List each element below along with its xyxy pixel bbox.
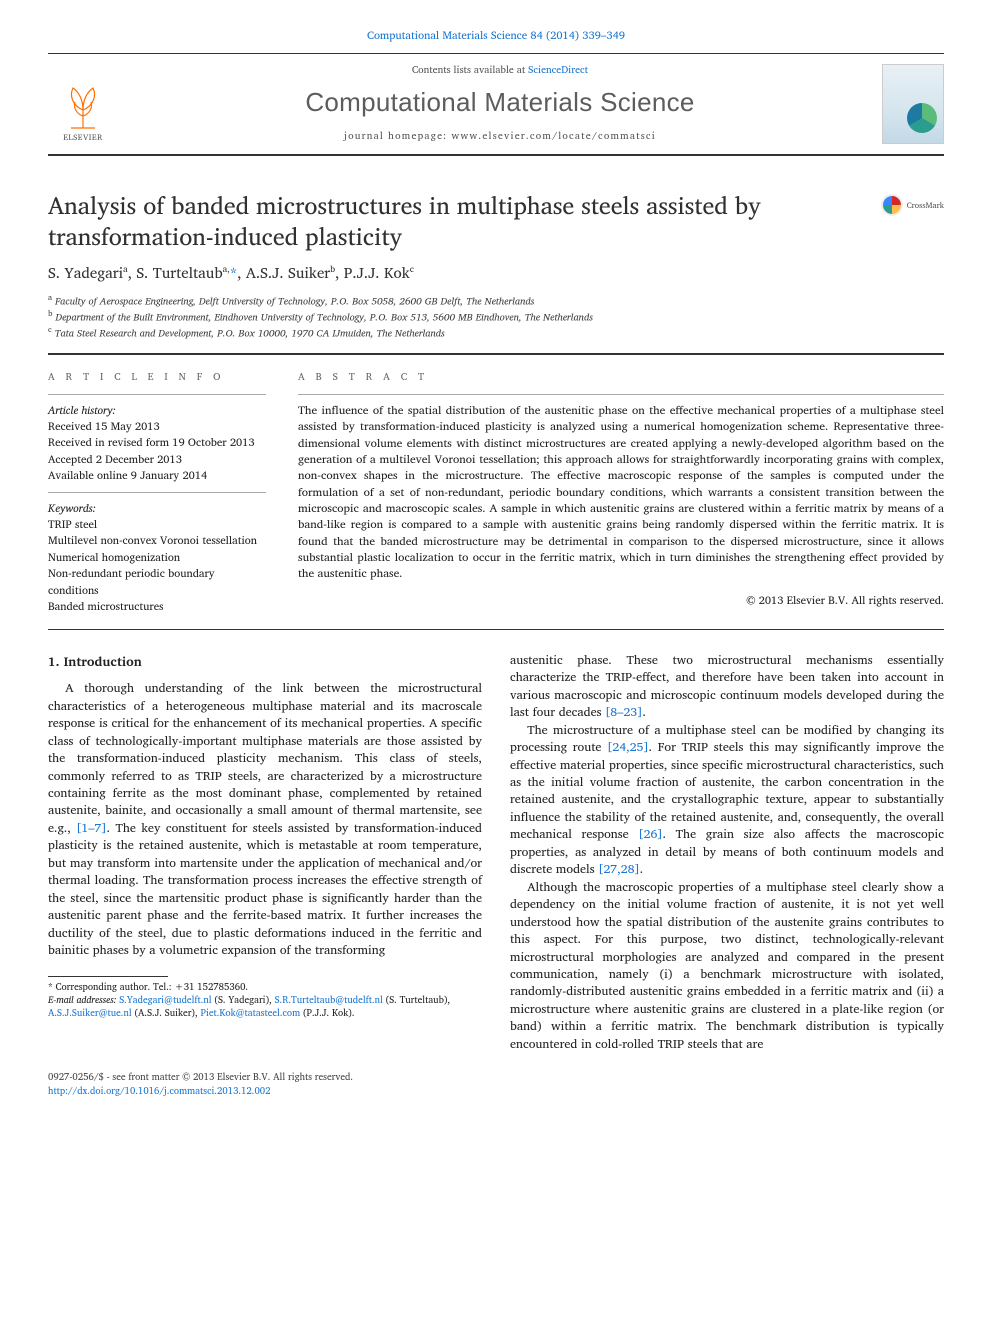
journal-name: Computational Materials Science xyxy=(134,85,866,120)
abstract-copyright: © 2013 Elsevier B.V. All rights reserved… xyxy=(298,593,944,608)
author-list: S. Yadegaria, S. Turteltauba,*, A.S.J. S… xyxy=(48,263,944,283)
journal-cover-thumbnail xyxy=(882,64,944,144)
keywords-label: Keywords: xyxy=(48,501,266,516)
publisher-name: ELSEVIER xyxy=(63,132,103,143)
section-title: Introduction xyxy=(64,650,142,672)
citation-line: Computational Materials Science 84 (2014… xyxy=(48,28,944,43)
abstract-column: A B S T R A C T The influence of the spa… xyxy=(298,371,944,615)
body-text: A thorough understanding of the link bet… xyxy=(48,678,482,838)
keyword: Non-redundant periodic boundary conditio… xyxy=(48,565,266,598)
abstract-heading: A B S T R A C T xyxy=(298,371,944,385)
keywords-list: TRIP steelMultilevel non-convex Voronoi … xyxy=(48,516,266,615)
doi-link[interactable]: http://dx.doi.org/10.1016/j.commatsci.20… xyxy=(48,1084,271,1099)
front-matter-line: 0927-0256/$ - see front matter © 2013 El… xyxy=(48,1071,944,1084)
article-info-heading: A R T I C L E I N F O xyxy=(48,371,266,385)
body-paragraph: The microstructure of a multiphase steel… xyxy=(510,722,944,879)
crossmark-label: CrossMark xyxy=(907,200,944,211)
body-text: Although the macroscopic properties of a… xyxy=(510,877,944,1054)
article-history-label: Article history: xyxy=(48,403,266,418)
body-paragraph: austenitic phase. These two microstructu… xyxy=(510,652,944,722)
email-link[interactable]: Piet.Kok@tatasteel.com xyxy=(200,1006,300,1021)
history-line: Available online 9 January 2014 xyxy=(48,467,266,484)
corresponding-author-note: * Corresponding author. Tel.: +31 152785… xyxy=(48,981,482,994)
section-number: 1. xyxy=(48,650,60,672)
affiliation: a Faculty of Aerospace Engineering, Delf… xyxy=(48,292,944,308)
section-heading-introduction: 1. Introduction xyxy=(48,652,482,670)
keyword: Multilevel non-convex Voronoi tessellati… xyxy=(48,532,266,549)
sciencedirect-link[interactable]: ScienceDirect xyxy=(528,62,588,78)
keyword: Numerical homogenization xyxy=(48,549,266,566)
email-addresses: E-mail addresses: S.Yadegari@tudelft.nl … xyxy=(48,994,482,1021)
body-text: . The key constituent for steels assiste… xyxy=(48,818,482,960)
article-body: 1. Introduction A thorough understanding… xyxy=(48,629,944,1053)
contents-prefix: Contents lists available at xyxy=(412,62,528,78)
email-link[interactable]: A.S.J.Suiker@tue.nl xyxy=(48,1006,132,1021)
crossmark-badge[interactable]: CrossMark xyxy=(881,194,944,216)
citation-link[interactable]: Computational Materials Science 84 (2014… xyxy=(367,26,625,44)
page-footer: 0927-0256/$ - see front matter © 2013 El… xyxy=(48,1071,944,1098)
elsevier-tree-icon xyxy=(59,82,107,130)
article-info-column: A R T I C L E I N F O Article history: R… xyxy=(48,371,266,615)
affiliation-list: a Faculty of Aerospace Engineering, Delf… xyxy=(48,292,944,341)
abstract-text: The influence of the spatial distributio… xyxy=(298,403,944,583)
journal-masthead: ELSEVIER Contents lists available at Sci… xyxy=(48,53,944,156)
article-history: Received 15 May 2013Received in revised … xyxy=(48,418,266,484)
footnotes-block: * Corresponding author. Tel.: +31 152785… xyxy=(48,981,482,1021)
keyword: TRIP steel xyxy=(48,516,266,533)
contents-available-line: Contents lists available at ScienceDirec… xyxy=(134,64,866,78)
history-line: Received 15 May 2013 xyxy=(48,418,266,435)
affiliation: c Tata Steel Research and Development, P… xyxy=(48,324,944,340)
body-text: austenitic phase. These two microstructu… xyxy=(510,650,944,722)
body-paragraph: A thorough understanding of the link bet… xyxy=(48,680,482,959)
history-line: Received in revised form 19 October 2013 xyxy=(48,434,266,451)
affiliation: b Department of the Built Environment, E… xyxy=(48,308,944,324)
crossmark-icon xyxy=(881,194,903,216)
publisher-logo: ELSEVIER xyxy=(48,65,118,143)
keyword: Banded microstructures xyxy=(48,598,266,615)
journal-homepage-line: journal homepage: www.elsevier.com/locat… xyxy=(134,130,866,144)
footnote-separator xyxy=(48,976,168,977)
article-title: Analysis of banded microstructures in mu… xyxy=(48,190,808,251)
body-paragraph: Although the macroscopic properties of a… xyxy=(510,879,944,1054)
history-line: Accepted 2 December 2013 xyxy=(48,451,266,468)
email-link[interactable]: S.Yadegari@tudelft.nl xyxy=(119,993,211,1008)
